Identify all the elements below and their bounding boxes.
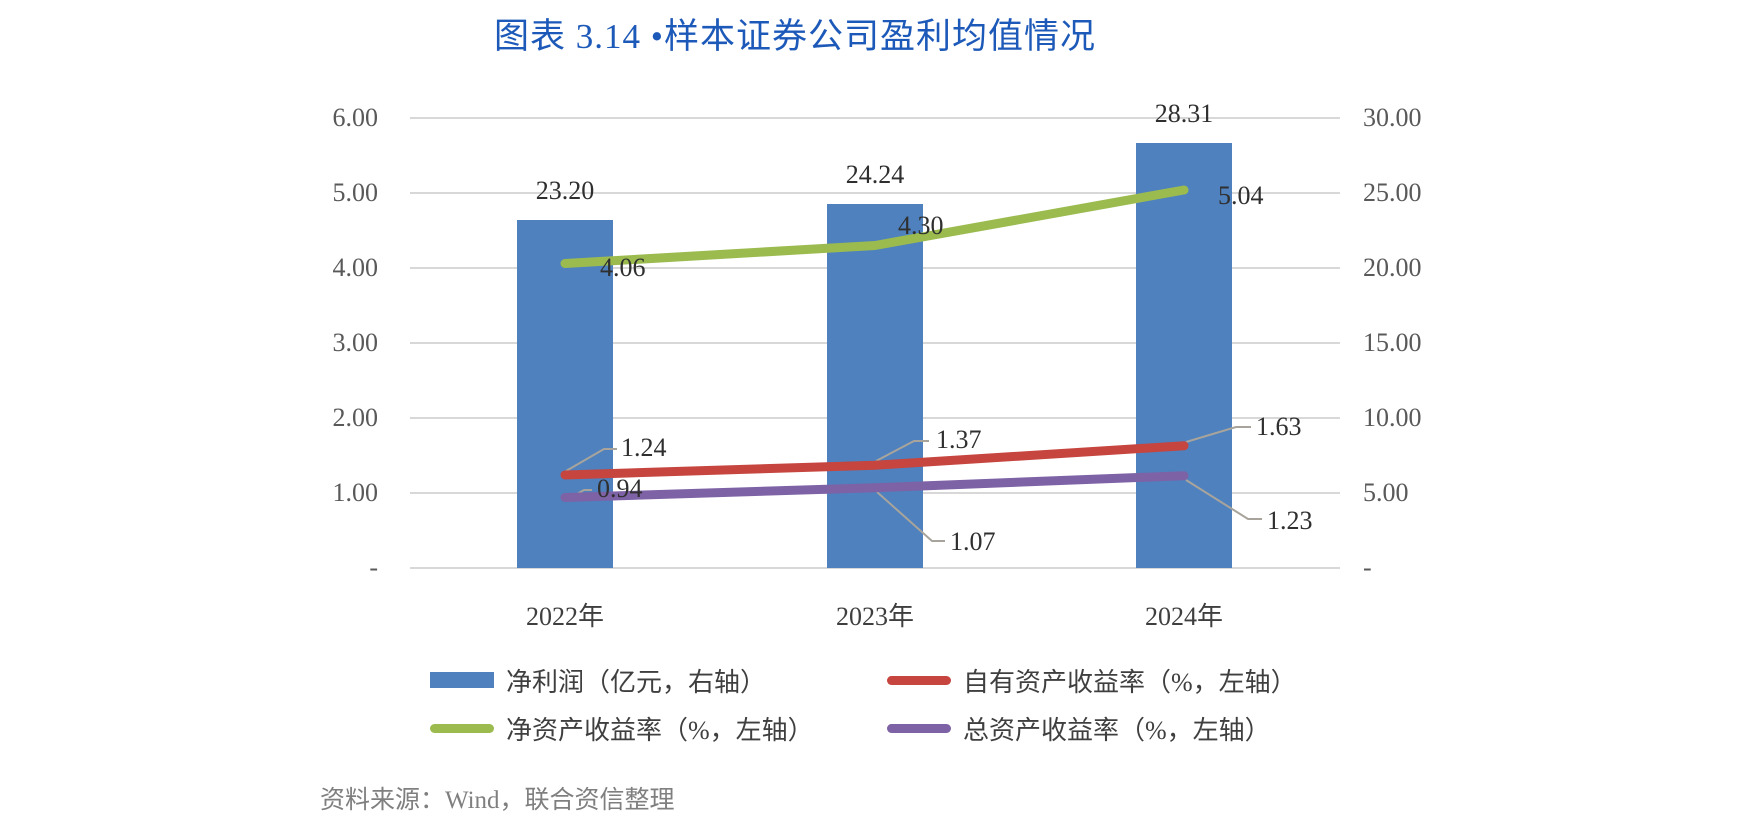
bar-data-label: 23.20 <box>535 176 595 205</box>
line-series <box>560 185 1189 268</box>
bar-data-label: 24.24 <box>845 160 905 190</box>
bar-data-label: 28.31 <box>1154 99 1214 129</box>
right-axis-tick: 20.00 <box>1363 253 1422 282</box>
callout-leader-line <box>1185 479 1262 520</box>
line-data-label: 1.07 <box>950 527 996 556</box>
line-data-label: 1.23 <box>1267 506 1313 535</box>
line-data-label: 4.06 <box>600 253 646 282</box>
right-axis-tick: 5.00 <box>1363 478 1409 507</box>
gridline <box>410 567 1340 569</box>
left-axis-tick: 4.00 <box>332 253 379 282</box>
legend-item: 净资产收益率（%，左轴） <box>430 712 814 745</box>
left-axis-tick: 1.00 <box>332 478 379 507</box>
legend-label: 净资产收益率（%，左轴） <box>506 715 814 745</box>
legend-swatch-bar <box>430 672 494 688</box>
line-series <box>560 471 1189 502</box>
legend-swatch-line <box>887 723 951 733</box>
right-axis-tick: 10.00 <box>1363 403 1422 432</box>
right-axis-tick: 25.00 <box>1363 178 1422 207</box>
legend-swatch-line <box>430 723 494 733</box>
legend-item: 自有资产收益率（%，左轴） <box>887 664 1297 697</box>
x-axis-label: 2023年 <box>835 602 914 631</box>
callout-leader-line <box>1185 426 1251 443</box>
legend-item: 净利润（亿元，右轴） <box>430 664 767 697</box>
legend-swatch-line <box>887 675 951 685</box>
line-data-label: 1.63 <box>1256 412 1302 441</box>
right-axis-tick: 30.00 <box>1363 103 1422 132</box>
bar <box>517 220 613 568</box>
line-data-label: 1.37 <box>936 425 982 454</box>
line-data-label: 1.24 <box>621 433 667 462</box>
callout-leader-line <box>875 440 929 462</box>
source-note: 资料来源：Wind，联合资信整理 <box>320 787 675 814</box>
right-axis-tick: 15.00 <box>1363 328 1422 357</box>
x-axis-label: 2022年 <box>525 602 604 631</box>
left-axis-tick: 5.00 <box>332 178 379 207</box>
left-axis-tick: 3.00 <box>332 328 379 357</box>
callout-leader-line <box>876 491 945 542</box>
line-data-label: 4.30 <box>898 211 944 240</box>
legend-label: 净利润（亿元，右轴） <box>506 667 767 697</box>
legend-label: 总资产收益率（%，左轴） <box>963 715 1271 745</box>
line-data-label: 0.94 <box>597 474 643 503</box>
callout-leader-line <box>565 489 592 501</box>
line-data-label: 5.04 <box>1218 181 1264 210</box>
right-axis-tick: - <box>1363 553 1372 582</box>
legend-item: 总资产收益率（%，左轴） <box>887 712 1271 745</box>
callout-leader-line <box>565 448 617 472</box>
left-axis-tick: - <box>369 553 378 582</box>
chart-title: 图表 3.14 •样本证券公司盈利均值情况 <box>493 17 1096 56</box>
x-axis-label: 2024年 <box>1144 602 1223 631</box>
legend-label: 自有资产收益率（%，左轴） <box>963 667 1297 697</box>
gridline <box>410 117 1340 119</box>
left-axis-tick: 2.00 <box>332 403 379 432</box>
left-axis-tick: 6.00 <box>332 103 379 132</box>
